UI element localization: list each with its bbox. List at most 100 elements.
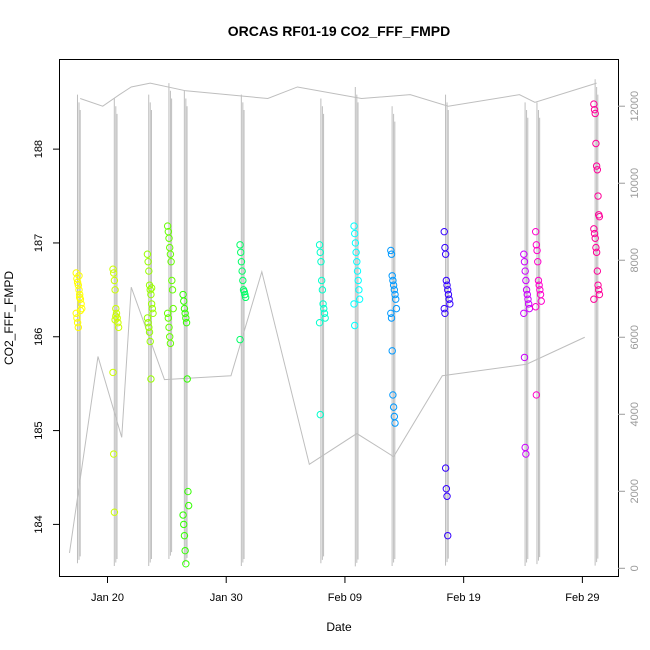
data-point-rf11 (524, 295, 532, 303)
data-point-rf07 (317, 276, 326, 285)
data-point-rf05 (180, 297, 188, 305)
data-point-rf06 (237, 248, 245, 257)
data-point-rf03 (148, 304, 157, 313)
data-point-rf09 (388, 347, 396, 355)
data-point-rf08 (355, 295, 364, 303)
data-point-rf02 (114, 323, 123, 332)
data-point-rf10 (442, 485, 451, 493)
data-point-rf13 (592, 248, 601, 257)
data-point-rf09 (389, 391, 397, 399)
data-point-rf01 (73, 314, 81, 322)
data-point-rf09 (387, 309, 395, 318)
data-point-rf03 (146, 337, 154, 346)
y-axis-left: 184 185 186 187 188 (33, 140, 60, 534)
data-point-rf11 (525, 304, 534, 313)
data-point-rf07 (319, 300, 327, 308)
data-point-rf03 (147, 300, 156, 308)
data-point-rf09 (387, 250, 396, 258)
data-point-rf03 (143, 250, 152, 258)
y-axis-label: CO2_FFF_FMPD (2, 271, 16, 365)
data-point-rf05 (181, 309, 189, 318)
data-point-rf10 (446, 300, 454, 308)
data-point-rf07 (320, 309, 329, 318)
data-point-rf12 (536, 286, 544, 294)
data-point-rf08 (352, 248, 360, 257)
data-point-rf03 (147, 284, 156, 292)
data-point-rf04 (166, 339, 175, 348)
data-point-rf11 (520, 258, 529, 266)
data-point-rf08 (350, 222, 358, 230)
data-point-rf12 (537, 297, 545, 305)
y-right-tick-label: 2000 (629, 479, 641, 503)
data-point-rf02 (110, 450, 118, 458)
data-point-rf08 (355, 286, 363, 294)
data-point-rf08 (351, 229, 359, 238)
data-point-rf10 (441, 464, 450, 472)
x-tick-label: Jan 20 (91, 592, 124, 604)
data-point-rf05 (184, 487, 192, 496)
data-point-rf11 (522, 276, 530, 285)
data-point-rf12 (533, 246, 541, 255)
data-point-rf07 (320, 304, 328, 313)
data-point-rf03 (147, 375, 155, 383)
y-axis-right: 0 2000 4000 6000 8000 10000 12000 (618, 91, 641, 571)
data-point-rf13 (591, 109, 599, 118)
data-point-rf06 (239, 276, 247, 285)
y-tick-label: 188 (33, 140, 45, 158)
data-point-rf13 (590, 106, 599, 114)
data-point-rf13 (590, 100, 598, 108)
data-point-rf10 (444, 531, 452, 540)
data-point-rf13 (593, 166, 602, 174)
data-point-rf12 (534, 258, 542, 266)
data-point-rf04 (163, 309, 172, 318)
data-point-rf13 (592, 162, 601, 170)
data-point-rf10 (441, 309, 449, 318)
data-point-rf04 (163, 222, 172, 230)
data-point-rf13 (594, 281, 602, 289)
data-point-rf12 (534, 276, 543, 285)
data-point-rf10 (443, 492, 451, 500)
data-point-rf09 (387, 246, 395, 255)
data-point-rf02 (109, 265, 117, 273)
data-point-rf04 (164, 314, 173, 322)
y-tick-label: 186 (33, 328, 45, 346)
data-point-rf02 (112, 304, 120, 313)
data-point-rf08 (353, 258, 361, 266)
data-point-rf05 (179, 290, 187, 299)
data-point-rf07 (315, 318, 324, 327)
data-point-rf01 (75, 293, 84, 302)
x-tick-label: Feb 29 (565, 592, 599, 604)
data-point-rf12 (531, 227, 540, 236)
data-point-rf07 (318, 286, 327, 294)
data-point-rf09 (387, 314, 396, 322)
data-point-rf13 (593, 267, 602, 275)
data-point-rf01 (78, 304, 86, 313)
data-point-rf12 (535, 281, 543, 289)
data-point-rf07 (315, 241, 324, 249)
data-point-rf06 (241, 290, 249, 299)
data-point-rf04 (168, 286, 177, 294)
data-point-rf13 (592, 139, 600, 148)
data-point-rf04 (165, 234, 173, 242)
data-point-rf11 (524, 300, 533, 308)
data-point-rf09 (391, 419, 399, 427)
data-point-rf06 (237, 258, 246, 266)
x-tick-label: Feb 09 (328, 592, 362, 604)
data-point-rf07 (321, 314, 329, 322)
data-point-rf02 (110, 276, 119, 285)
x-tick-label: Feb 19 (447, 592, 481, 604)
data-point-rf10 (443, 281, 451, 289)
data-point-rf09 (389, 403, 398, 411)
y-right-tick-label: 0 (629, 565, 641, 571)
y-tick-label: 187 (33, 234, 45, 252)
data-point-rf09 (389, 281, 398, 289)
data-point-rf06 (238, 267, 246, 275)
x-axis-label: Date (326, 620, 352, 634)
data-point-rf11 (521, 267, 529, 275)
data-point-rf10 (441, 250, 450, 258)
data-point-rf05 (182, 318, 191, 327)
data-point-rf09 (391, 290, 399, 299)
data-point-rf05 (180, 531, 189, 540)
data-point-rf09 (390, 286, 399, 294)
